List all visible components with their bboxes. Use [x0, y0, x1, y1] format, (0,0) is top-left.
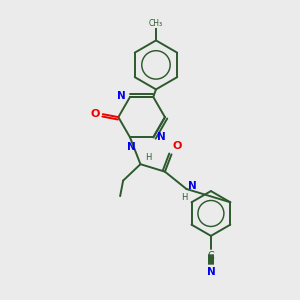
Text: N: N [117, 91, 126, 101]
Text: O: O [173, 141, 182, 152]
Text: N: N [206, 267, 215, 277]
Text: CH₃: CH₃ [149, 19, 163, 28]
Text: N: N [127, 142, 136, 152]
Text: N: N [158, 132, 166, 142]
Text: C: C [208, 251, 214, 261]
Text: H: H [145, 153, 151, 162]
Text: O: O [91, 109, 100, 118]
Text: N: N [188, 181, 197, 191]
Text: H: H [181, 193, 187, 202]
